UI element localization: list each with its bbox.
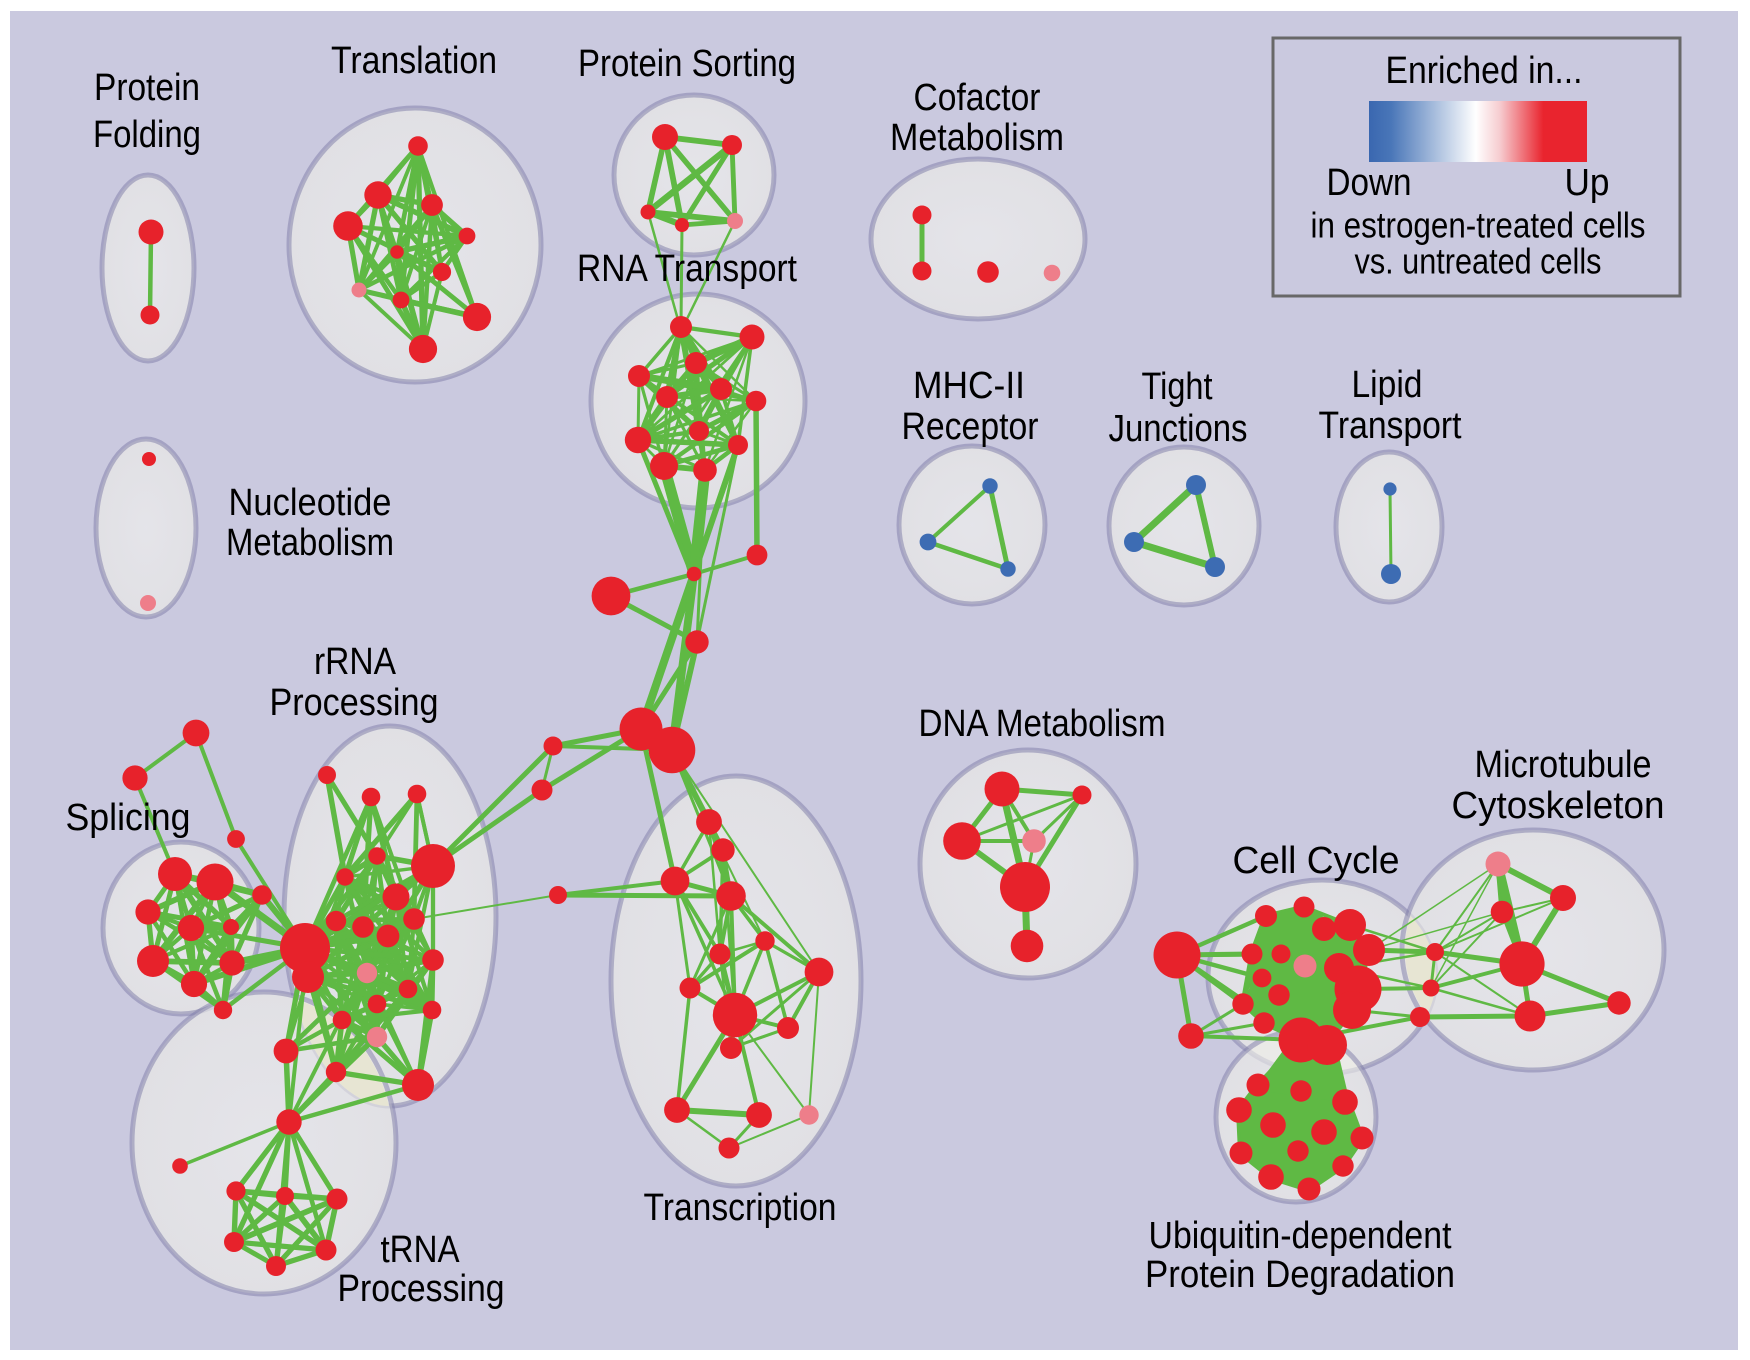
- svg-text:Nucleotide: Nucleotide: [229, 482, 392, 524]
- svg-text:Lipid: Lipid: [1352, 364, 1423, 406]
- svg-text:Up: Up: [1565, 162, 1610, 204]
- svg-text:tRNA: tRNA: [381, 1229, 461, 1271]
- svg-text:in estrogen-treated cells: in estrogen-treated cells: [1311, 205, 1646, 246]
- svg-text:Transcription: Transcription: [644, 1187, 837, 1229]
- svg-text:Protein Sorting: Protein Sorting: [578, 43, 796, 85]
- svg-text:Ubiquitin-dependent: Ubiquitin-dependent: [1149, 1215, 1452, 1257]
- svg-text:Protein: Protein: [94, 67, 200, 109]
- svg-text:Tight: Tight: [1142, 366, 1213, 408]
- svg-text:rRNA: rRNA: [314, 641, 397, 683]
- svg-text:MHC-II: MHC-II: [913, 365, 1025, 407]
- svg-text:Enriched in...: Enriched in...: [1386, 50, 1583, 92]
- svg-text:Processing: Processing: [338, 1268, 505, 1310]
- svg-text:Cell Cycle: Cell Cycle: [1233, 840, 1400, 882]
- svg-text:Down: Down: [1327, 162, 1412, 204]
- svg-text:Metabolism: Metabolism: [226, 522, 394, 564]
- svg-text:Junctions: Junctions: [1109, 408, 1248, 450]
- svg-text:DNA Metabolism: DNA Metabolism: [919, 703, 1166, 745]
- svg-text:Translation: Translation: [331, 40, 497, 82]
- svg-text:Splicing: Splicing: [66, 797, 191, 839]
- svg-text:Metabolism: Metabolism: [890, 117, 1064, 159]
- svg-text:Cytoskeleton: Cytoskeleton: [1452, 785, 1665, 827]
- svg-text:RNA Transport: RNA Transport: [577, 248, 797, 290]
- svg-text:Receptor: Receptor: [902, 406, 1039, 448]
- svg-text:Transport: Transport: [1319, 405, 1462, 447]
- svg-text:vs. untreated cells: vs. untreated cells: [1355, 241, 1602, 282]
- svg-text:Protein Degradation: Protein Degradation: [1145, 1254, 1455, 1296]
- svg-text:Microtubule: Microtubule: [1475, 744, 1652, 786]
- svg-text:Cofactor: Cofactor: [914, 77, 1041, 119]
- svg-text:Processing: Processing: [270, 682, 439, 724]
- svg-text:Folding: Folding: [93, 114, 201, 156]
